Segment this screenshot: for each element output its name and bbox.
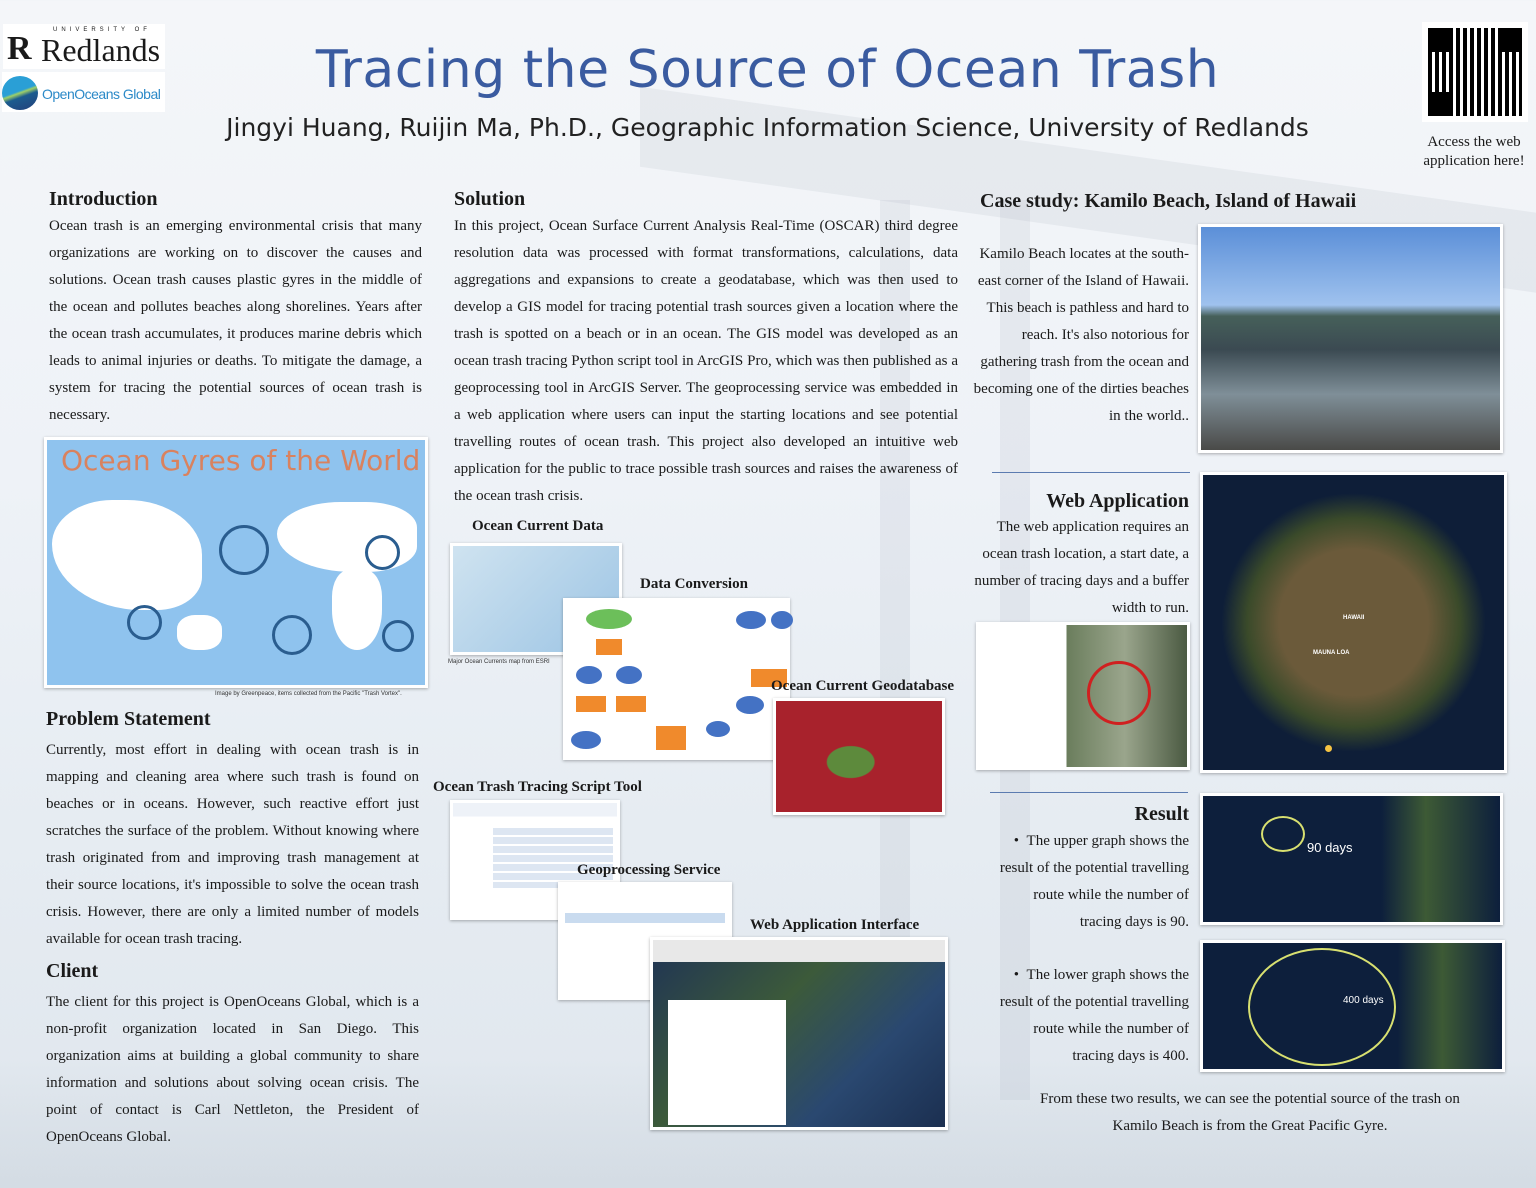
result-90-days-map: 90 days [1200, 793, 1503, 925]
webapp-heading: Web Application [1046, 490, 1189, 512]
webapp-text: The web application requires an ocean tr… [974, 519, 1189, 616]
geodatabase-map [773, 698, 945, 815]
redlands-logo: R UNIVERSITY OF Redlands [3, 24, 165, 69]
divider [990, 792, 1188, 793]
divider [992, 472, 1190, 473]
client-heading: Client [46, 960, 99, 982]
qr-code[interactable] [1422, 22, 1528, 122]
conclusion-text: From these two results, we can see the p… [1040, 1091, 1460, 1134]
case-heading: Case study: Kamilo Beach, Island of Hawa… [980, 190, 1357, 212]
hawaii-map: HAWAII MAUNA LOA [1200, 472, 1507, 773]
solution-heading: Solution [454, 188, 526, 210]
case-text: Kamilo Beach locates at the south-east c… [973, 246, 1189, 424]
client-text: The client for this project is OpenOcean… [46, 994, 419, 1145]
script-tool-label: Ocean Trash Tracing Script Tool [433, 779, 642, 795]
result-bullet: • The lower graph shows the result of th… [999, 967, 1189, 1064]
data-conversion-label: Data Conversion [640, 576, 748, 592]
geodatabase-label: Ocean Current Geodatabase [771, 678, 955, 694]
web-interface-label: Web Application Interface [750, 917, 920, 933]
problem-text: Currently, most effort in dealing with o… [46, 742, 419, 947]
qr-caption: Access the web application here! [1423, 134, 1525, 169]
result-bullet: • The upper graph shows the result of th… [999, 833, 1189, 930]
kamilo-beach-marker [1325, 745, 1332, 752]
web-interface-screenshot [650, 937, 948, 1130]
result-heading: Result [1134, 803, 1189, 825]
solution-text: In this project, Ocean Surface Current A… [454, 218, 958, 504]
openoceans-globe-icon [2, 76, 38, 110]
result-400-days-map: 400 days [1200, 940, 1505, 1072]
ocean-current-caption: Major Ocean Currents map from ESRI [448, 659, 550, 665]
intro-heading: Introduction [49, 188, 158, 210]
data-conversion-diagram [563, 598, 793, 760]
ocean-current-data-label: Ocean Current Data [472, 518, 604, 534]
poster-authors: Jingyi Huang, Ruijin Ma, Ph.D., Geograph… [226, 113, 1309, 142]
kamilo-beach-photo [1198, 224, 1503, 453]
poster-title: Tracing the Source of Ocean Trash [315, 40, 1220, 100]
gp-service-label: Geoprocessing Service [577, 862, 721, 878]
ocean-gyres-map: Ocean Gyres of the World [44, 437, 428, 688]
webapp-screenshot [976, 622, 1190, 770]
problem-heading: Problem Statement [46, 708, 211, 730]
intro-text: Ocean trash is an emerging environmental… [49, 218, 422, 423]
openoceans-logo: OpenOceans Global [2, 72, 165, 112]
gyres-caption: Image by Greenpeace, items collected fro… [215, 691, 402, 697]
